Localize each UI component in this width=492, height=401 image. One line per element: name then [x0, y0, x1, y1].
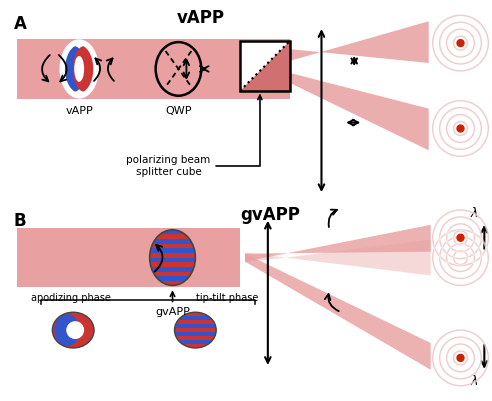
- Polygon shape: [240, 41, 290, 91]
- Text: $\lambda$: $\lambda$: [470, 206, 478, 220]
- Ellipse shape: [63, 46, 85, 92]
- Bar: [175, 316, 216, 320]
- Bar: [150, 276, 195, 281]
- Text: QWP: QWP: [165, 105, 192, 115]
- Circle shape: [457, 40, 464, 47]
- Bar: [150, 257, 195, 262]
- Ellipse shape: [155, 42, 201, 96]
- Bar: [175, 320, 216, 324]
- Ellipse shape: [74, 56, 84, 82]
- Bar: [150, 239, 195, 244]
- Bar: [175, 344, 216, 348]
- Text: $\lambda$: $\lambda$: [470, 374, 478, 388]
- Circle shape: [457, 354, 464, 361]
- Text: vAPP: vAPP: [176, 9, 224, 27]
- Ellipse shape: [175, 312, 216, 348]
- Text: vAPP: vAPP: [65, 105, 93, 115]
- Ellipse shape: [73, 46, 95, 92]
- Bar: [175, 340, 216, 344]
- Bar: [175, 336, 216, 340]
- Polygon shape: [290, 21, 429, 63]
- Bar: [150, 235, 195, 239]
- Text: A: A: [14, 15, 27, 33]
- Bar: [150, 267, 195, 271]
- Ellipse shape: [63, 43, 95, 95]
- Bar: [150, 248, 195, 253]
- Polygon shape: [245, 240, 430, 275]
- Ellipse shape: [52, 312, 94, 348]
- Bar: [150, 262, 195, 267]
- Text: gvAPP: gvAPP: [155, 292, 190, 317]
- Bar: [175, 328, 216, 332]
- Text: gvAPP: gvAPP: [240, 206, 300, 224]
- Text: polarizing beam
splitter cube: polarizing beam splitter cube: [126, 95, 262, 177]
- Text: apodizing phase: apodizing phase: [31, 293, 111, 303]
- Polygon shape: [240, 41, 290, 91]
- Polygon shape: [245, 225, 430, 261]
- Polygon shape: [245, 253, 430, 370]
- Ellipse shape: [66, 321, 84, 339]
- Bar: [175, 324, 216, 328]
- Text: B: B: [14, 212, 26, 230]
- Bar: [150, 271, 195, 276]
- Bar: [150, 281, 195, 286]
- Circle shape: [457, 125, 464, 132]
- Bar: [17, 39, 290, 99]
- Ellipse shape: [54, 314, 80, 346]
- Polygon shape: [290, 73, 429, 150]
- Ellipse shape: [150, 230, 195, 286]
- Bar: [150, 253, 195, 257]
- Bar: [150, 244, 195, 248]
- Bar: [240, 41, 290, 91]
- Text: tip-tilt phase: tip-tilt phase: [196, 293, 258, 303]
- Circle shape: [457, 234, 464, 241]
- Bar: [150, 230, 195, 235]
- Bar: [17, 228, 240, 288]
- Bar: [175, 312, 216, 316]
- Bar: [175, 332, 216, 336]
